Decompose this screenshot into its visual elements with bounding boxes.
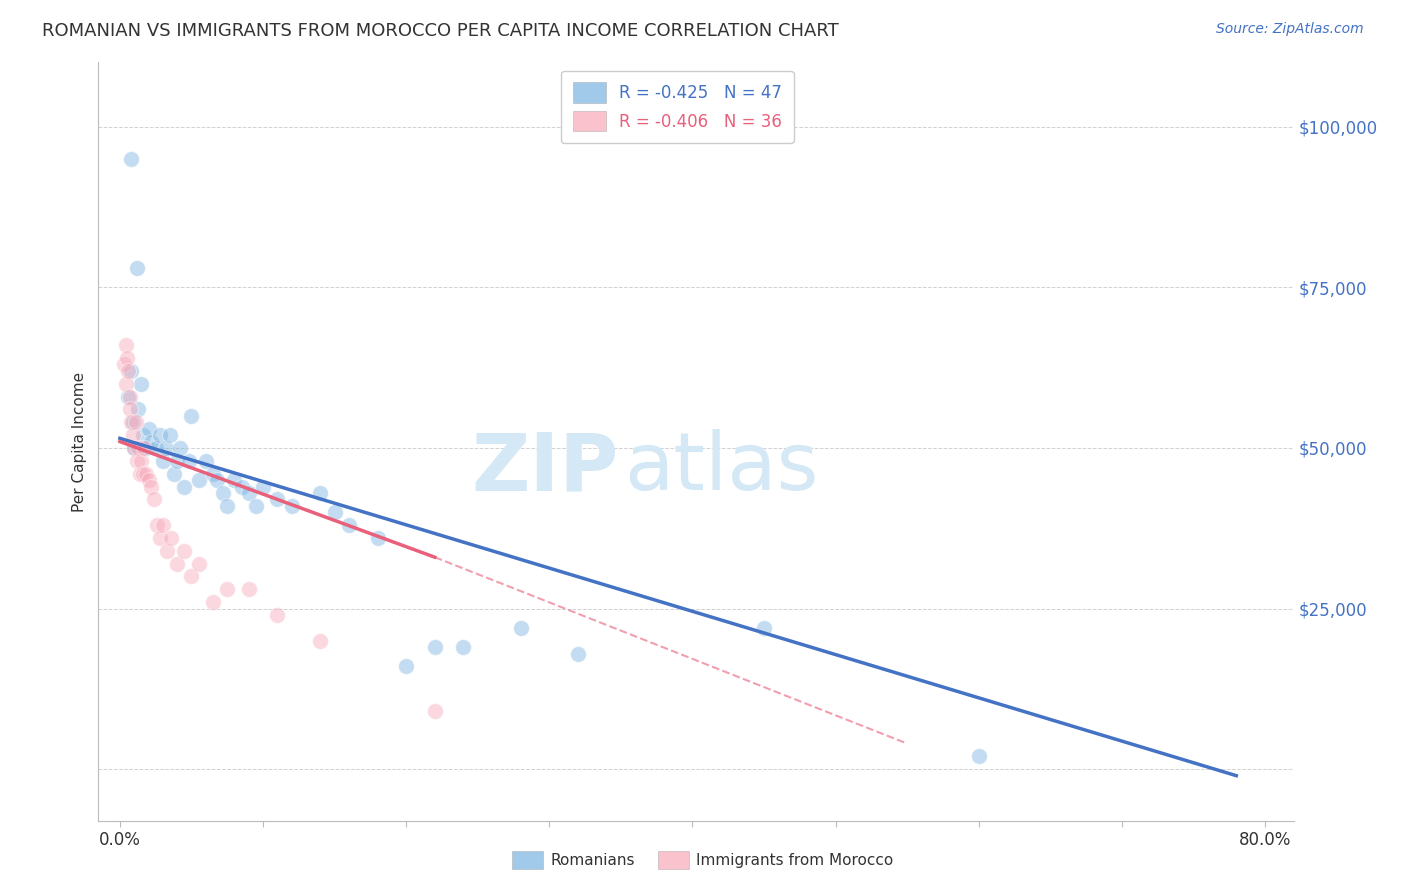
Point [141, 434, 163, 449]
Point [135, 467, 157, 481]
Point [120, 364, 142, 378]
Point [194, 454, 217, 468]
Point [395, 659, 418, 673]
Point [217, 582, 239, 597]
Point [367, 531, 389, 545]
Point [135, 441, 157, 455]
Point [266, 607, 288, 622]
Point [115, 351, 138, 365]
Point [122, 441, 145, 455]
Point [132, 467, 155, 481]
Point [138, 422, 160, 436]
Point [125, 261, 148, 276]
Point [173, 479, 195, 493]
Point [118, 390, 141, 404]
Point [114, 376, 136, 391]
Point [125, 454, 148, 468]
Point [752, 621, 775, 635]
Point [146, 518, 169, 533]
Text: ROMANIAN VS IMMIGRANTS FROM MOROCCO PER CAPITA INCOME CORRELATION CHART: ROMANIAN VS IMMIGRANTS FROM MOROCCO PER … [42, 22, 839, 40]
Point [238, 582, 260, 597]
Legend: Romanians, Immigrants from Morocco: Romanians, Immigrants from Morocco [506, 845, 900, 875]
Point [166, 454, 188, 468]
Point [112, 358, 135, 372]
Point [121, 415, 143, 429]
Point [252, 479, 274, 493]
Point [245, 499, 267, 513]
Point [145, 441, 167, 455]
Point [152, 518, 174, 533]
Point [134, 441, 156, 455]
Point [131, 376, 153, 391]
Point [323, 505, 346, 519]
Point [132, 428, 155, 442]
Point [155, 441, 177, 455]
Point [187, 473, 209, 487]
Point [205, 473, 228, 487]
Point [118, 402, 141, 417]
Point [152, 454, 174, 468]
Point [180, 409, 202, 423]
Point [280, 499, 302, 513]
Point [231, 479, 253, 493]
Point [309, 633, 332, 648]
Point [169, 441, 191, 455]
Point [201, 595, 224, 609]
Point [567, 647, 589, 661]
Point [149, 428, 172, 442]
Point [967, 749, 990, 764]
Point [121, 428, 143, 442]
Text: ZIP: ZIP [471, 429, 619, 507]
Point [423, 705, 446, 719]
Point [159, 428, 181, 442]
Point [138, 473, 160, 487]
Point [509, 621, 531, 635]
Point [156, 543, 179, 558]
Y-axis label: Per Capita Income: Per Capita Income [72, 371, 87, 512]
Point [173, 543, 195, 558]
Point [180, 569, 202, 583]
Point [120, 415, 142, 429]
Point [238, 486, 260, 500]
Point [337, 518, 360, 533]
Point [128, 441, 150, 455]
Point [129, 467, 152, 481]
Point [120, 152, 142, 166]
Point [143, 492, 166, 507]
Point [124, 415, 146, 429]
Point [163, 467, 186, 481]
Point [122, 441, 145, 455]
Point [224, 473, 246, 487]
Point [141, 479, 163, 493]
Point [114, 338, 136, 352]
Point [212, 486, 235, 500]
Legend: R = -0.425   N = 47, R = -0.406   N = 36: R = -0.425 N = 47, R = -0.406 N = 36 [561, 70, 794, 143]
Point [177, 454, 200, 468]
Point [453, 640, 475, 655]
Point [309, 486, 332, 500]
Point [201, 467, 224, 481]
Point [117, 364, 139, 378]
Point [128, 402, 150, 417]
Point [117, 390, 139, 404]
Point [266, 492, 288, 507]
Text: atlas: atlas [624, 429, 818, 507]
Point [217, 499, 239, 513]
Point [131, 454, 153, 468]
Point [423, 640, 446, 655]
Text: Source: ZipAtlas.com: Source: ZipAtlas.com [1216, 22, 1364, 37]
Point [160, 531, 183, 545]
Point [187, 557, 209, 571]
Point [166, 557, 188, 571]
Point [149, 531, 172, 545]
